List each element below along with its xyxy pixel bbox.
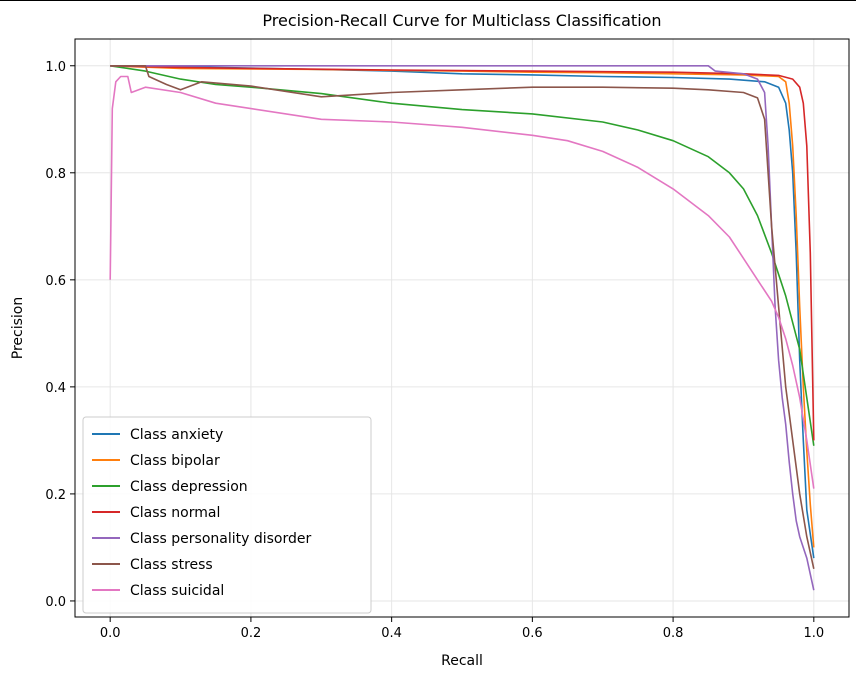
legend-label: Class normal bbox=[130, 505, 220, 521]
plot-frame bbox=[74, 38, 850, 618]
x-tick-label: 0.6 bbox=[522, 626, 543, 641]
series-line-2 bbox=[110, 65, 815, 446]
chart-title: Precision-Recall Curve for Multiclass Cl… bbox=[262, 11, 661, 30]
y-axis-label: Precision bbox=[10, 297, 26, 359]
legend-box bbox=[82, 416, 372, 614]
y-tick-label: 0.4 bbox=[45, 381, 66, 396]
legend-label: Class bipolar bbox=[130, 453, 220, 469]
legend-label: Class depression bbox=[130, 479, 248, 495]
legend-label: Class stress bbox=[130, 557, 213, 573]
x-axis-label: Recall bbox=[441, 653, 483, 669]
top-border bbox=[0, 0, 856, 1]
y-tick-label: 0.0 bbox=[45, 595, 66, 610]
x-tick-label: 0.4 bbox=[381, 626, 402, 641]
series-line-5 bbox=[110, 65, 815, 569]
legend-label: Class suicidal bbox=[130, 583, 224, 599]
y-tick-label: 0.2 bbox=[45, 488, 66, 503]
series-line-4 bbox=[110, 65, 815, 591]
series-line-3 bbox=[110, 65, 815, 441]
series-line-6 bbox=[109, 75, 815, 489]
y-tick-label: 1.0 bbox=[45, 60, 66, 75]
y-tick-label: 0.8 bbox=[45, 167, 66, 182]
x-tick-label: 1.0 bbox=[803, 626, 824, 641]
legend-label: Class personality disorder bbox=[130, 531, 311, 547]
x-tick-label: 0.8 bbox=[663, 626, 684, 641]
y-tick-label: 0.6 bbox=[45, 274, 66, 289]
x-tick-label: 0.0 bbox=[100, 626, 121, 641]
x-tick-label: 0.2 bbox=[241, 626, 262, 641]
legend-label: Class anxiety bbox=[130, 427, 223, 443]
